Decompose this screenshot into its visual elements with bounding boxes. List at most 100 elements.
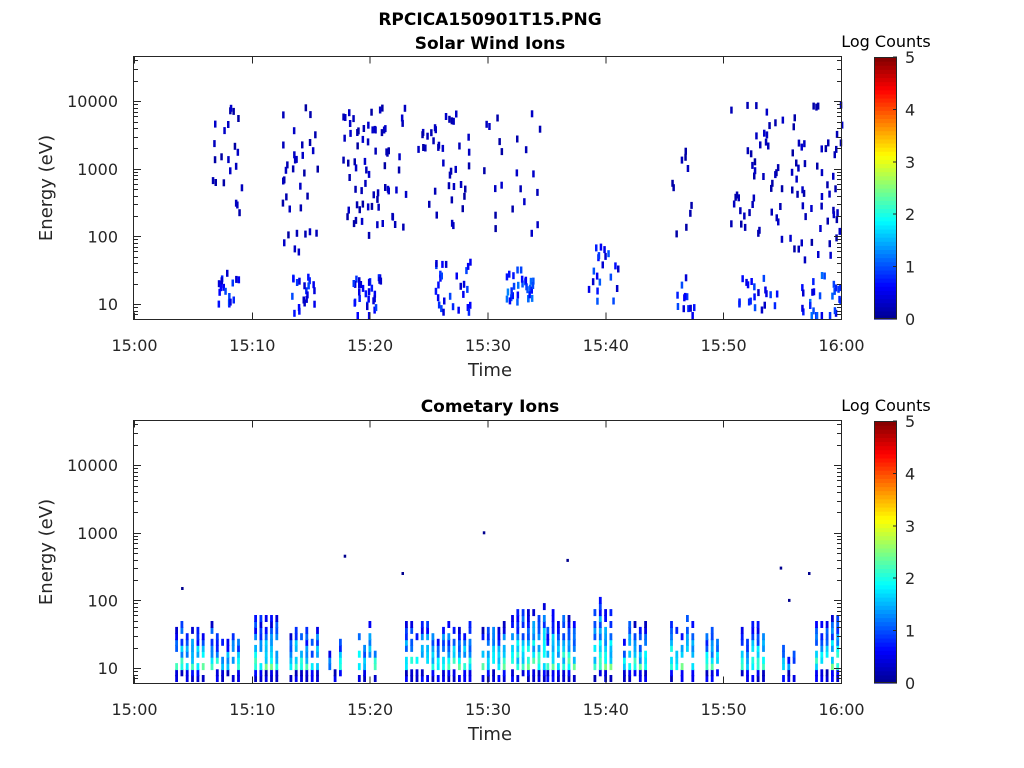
heatmap-cell xyxy=(716,638,719,646)
heatmap-cell xyxy=(447,669,451,677)
heatmap-cell xyxy=(710,626,714,634)
heatmap-cell xyxy=(210,644,214,652)
colorbar-segment xyxy=(874,245,897,250)
heatmap-cell xyxy=(593,609,597,617)
heatmap-cell xyxy=(231,633,235,641)
heatmap-cell xyxy=(275,650,279,658)
heatmap-cell xyxy=(623,650,626,658)
heatmap-cell xyxy=(801,202,805,210)
heatmap-cell xyxy=(196,644,200,652)
heatmap-cell xyxy=(295,279,299,286)
heatmap-cell xyxy=(316,675,319,682)
heatmap-cell xyxy=(275,626,279,634)
heatmap-cell xyxy=(542,644,546,652)
heatmap-cell xyxy=(604,638,607,646)
heatmap-cell xyxy=(483,167,486,175)
heatmap-cell xyxy=(215,656,219,664)
heatmap-cell xyxy=(468,644,472,652)
heatmap-cell xyxy=(746,101,749,109)
heatmap-cell xyxy=(609,644,613,652)
heatmap-cell xyxy=(567,633,571,641)
heatmap-cell xyxy=(604,669,607,677)
heatmap-cell xyxy=(452,656,456,664)
cometary-colorbar-label: Log Counts xyxy=(841,396,931,415)
heatmap-cell xyxy=(210,656,214,664)
heatmap-cell xyxy=(537,650,541,658)
heatmap-cell xyxy=(686,638,689,646)
heatmap-cell xyxy=(767,142,770,150)
colorbar-segment xyxy=(874,613,897,619)
heatmap-cell xyxy=(358,288,361,296)
heatmap-cell xyxy=(458,638,461,646)
colorbar-segment xyxy=(874,69,897,74)
colorbar-segment xyxy=(874,163,897,169)
colorbar-segment xyxy=(874,621,897,627)
heatmap-cell xyxy=(557,644,560,652)
heatmap-cell xyxy=(532,609,536,617)
heatmap-cell xyxy=(191,675,194,682)
heatmap-cell xyxy=(426,621,429,628)
heatmap-cell xyxy=(289,644,293,652)
heatmap-cell xyxy=(508,270,511,278)
colorbar-segment xyxy=(874,253,897,259)
heatmap-cell xyxy=(532,669,536,677)
heatmap-cell xyxy=(710,644,714,652)
heatmap-cell xyxy=(254,626,257,634)
heatmap-cell xyxy=(395,186,398,194)
heatmap-cell xyxy=(502,626,506,634)
heatmap-cell xyxy=(756,621,760,628)
heatmap-cell xyxy=(751,621,755,628)
heatmap-cell xyxy=(426,675,429,682)
heatmap-cell xyxy=(404,190,408,198)
heatmap-cell xyxy=(598,633,602,641)
heatmap-cell xyxy=(436,675,440,682)
heatmap-cell xyxy=(644,669,647,677)
heatmap-cell xyxy=(201,644,205,652)
heatmap-cell xyxy=(816,102,820,110)
colorbar-segment xyxy=(874,110,897,115)
heatmap-cell xyxy=(442,633,445,641)
heatmap-cell xyxy=(532,675,536,682)
solar-wind-colorbar-label: Log Counts xyxy=(841,32,931,51)
heatmap-cell xyxy=(180,638,184,646)
colorbar-segment xyxy=(874,670,897,676)
heatmap-cell xyxy=(710,669,714,677)
heatmap-cell xyxy=(450,219,454,227)
heatmap-cell xyxy=(562,615,566,622)
heatmap-cell xyxy=(458,142,461,150)
heatmap-cell xyxy=(270,638,273,646)
heatmap-cell xyxy=(289,638,293,646)
heatmap-cell xyxy=(488,123,491,130)
heatmap-cell xyxy=(764,138,768,146)
heatmap-cell xyxy=(448,171,452,179)
heatmap-cell xyxy=(432,137,435,145)
heatmap-cell xyxy=(753,167,757,175)
heatmap-cell xyxy=(358,295,361,302)
heatmap-cell xyxy=(227,121,230,128)
heatmap-cell xyxy=(826,217,829,225)
colorbar-segment xyxy=(874,138,897,144)
colorbar-segment xyxy=(874,425,897,430)
heatmap-cell xyxy=(670,656,673,664)
heatmap-cell xyxy=(481,675,485,682)
heatmap-cell xyxy=(459,181,463,188)
heatmap-cell xyxy=(542,650,546,658)
heatmap-cell xyxy=(497,644,501,652)
heatmap-cell xyxy=(691,633,695,641)
heatmap-cell xyxy=(546,650,550,658)
heatmap-cell xyxy=(521,621,525,628)
heatmap-cell xyxy=(191,644,194,652)
heatmap-cell xyxy=(410,656,414,664)
heatmap-cell xyxy=(232,107,235,115)
heatmap-cell xyxy=(623,669,626,677)
heatmap-cell xyxy=(357,663,361,671)
heatmap-cell xyxy=(537,615,541,622)
colorbar-segment xyxy=(874,142,897,148)
heatmap-cell xyxy=(305,295,308,303)
colorbar-segment xyxy=(874,183,897,189)
heatmap-cell xyxy=(670,626,673,634)
colorbar-segment xyxy=(874,212,897,218)
heatmap-cell xyxy=(671,179,674,187)
heatmap-cell xyxy=(829,251,832,259)
heatmap-cell xyxy=(593,621,597,628)
